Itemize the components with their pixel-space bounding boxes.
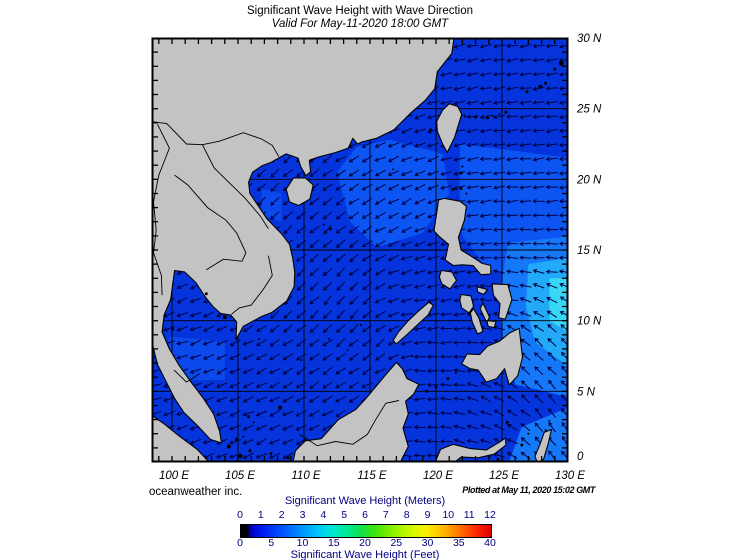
colorbar-feet-tick-label: 5 xyxy=(268,537,275,549)
lon-tick-label: 120 E xyxy=(423,470,453,482)
plotted-at-text: Plotted at May 11, 2020 15:02 GMT xyxy=(462,485,595,495)
lat-tick-label: 20 N xyxy=(576,174,602,186)
colorbar-meters-tick-label: 2 xyxy=(278,509,285,521)
page-subtitle: Valid For May-11-2020 18:00 GMT xyxy=(271,18,449,30)
colorbar-meters-tick-label: 8 xyxy=(403,509,410,521)
colorbar-meters-tick-label: 3 xyxy=(299,509,306,521)
colorbar-meters-tick-label: 7 xyxy=(382,509,389,521)
colorbar-meters-tick-label: 0 xyxy=(237,509,243,521)
colorbar-feet-tick-label: 35 xyxy=(452,537,465,549)
map-ticks xyxy=(153,39,567,461)
colorbar-meters-tick-label: 11 xyxy=(463,509,475,521)
colorbar-meters-tick-label: 4 xyxy=(320,509,327,521)
colorbar-meters-tick-label: 9 xyxy=(424,509,431,521)
colorbar-meters-tick-label: 6 xyxy=(362,509,368,521)
small-islands xyxy=(171,60,564,461)
lon-tick-label: 125 E xyxy=(489,470,519,482)
colorbar-feet-tick-label: 0 xyxy=(237,537,243,549)
lat-tick-label: 30 N xyxy=(577,33,602,45)
credit-text: oceanweather inc. xyxy=(149,486,243,498)
lon-tick-label: 100 E xyxy=(159,470,189,482)
map-frame xyxy=(151,37,569,463)
lon-tick-label: 115 E xyxy=(357,470,387,482)
lon-tick-label: 105 E xyxy=(225,470,255,482)
colorbar-feet-tick-label: 20 xyxy=(359,537,371,549)
colorbar-gradient xyxy=(240,524,492,538)
colorbar-feet-tick-label: 25 xyxy=(390,537,403,549)
colorbar-feet-ticks: 0 5 10 15 20 25 30 35 40 xyxy=(0,537,755,549)
country-borders xyxy=(153,121,400,447)
colorbar-feet-tick-label: 15 xyxy=(327,537,340,549)
axis-labels: 30 N 25 N 20 N 15 N 10 N 5 N 0 100 E 105 E 110 E 1… xyxy=(159,33,602,482)
colorbar-title-meters: Significant Wave Height (Meters) xyxy=(284,495,446,507)
colorbar-meters-tick-label: 12 xyxy=(484,509,496,521)
page-title: Significant Wave Height with Wave Direct… xyxy=(246,5,474,17)
colorbar-feet-tick-label: 30 xyxy=(421,537,434,549)
land-layer xyxy=(153,39,553,461)
colorbar-meters-tick-label: 10 xyxy=(442,509,455,521)
lat-tick-label: 25 N xyxy=(576,104,602,116)
colorbar-meters-ticks: 0 1 2 3 4 5 6 7 8 9 10 11 12 xyxy=(0,509,755,521)
colorbar-feet-tick-label: 40 xyxy=(484,537,496,549)
colorbar-feet-tick-label: 10 xyxy=(296,537,309,549)
lat-tick-label: 15 N xyxy=(577,245,602,257)
colorbar-title-feet: Significant Wave Height (Feet) xyxy=(290,549,440,560)
colorbar-meters-tick-label: 1 xyxy=(257,509,264,521)
lon-tick-label: 110 E xyxy=(291,470,321,482)
colorbar-meters-tick-label: 5 xyxy=(341,509,348,521)
lon-tick-label: 130 E xyxy=(555,470,585,482)
lat-tick-label: 5 N xyxy=(577,386,596,398)
lat-tick-label: 10 N xyxy=(577,316,602,328)
lat-tick-label: 0 xyxy=(577,451,584,463)
